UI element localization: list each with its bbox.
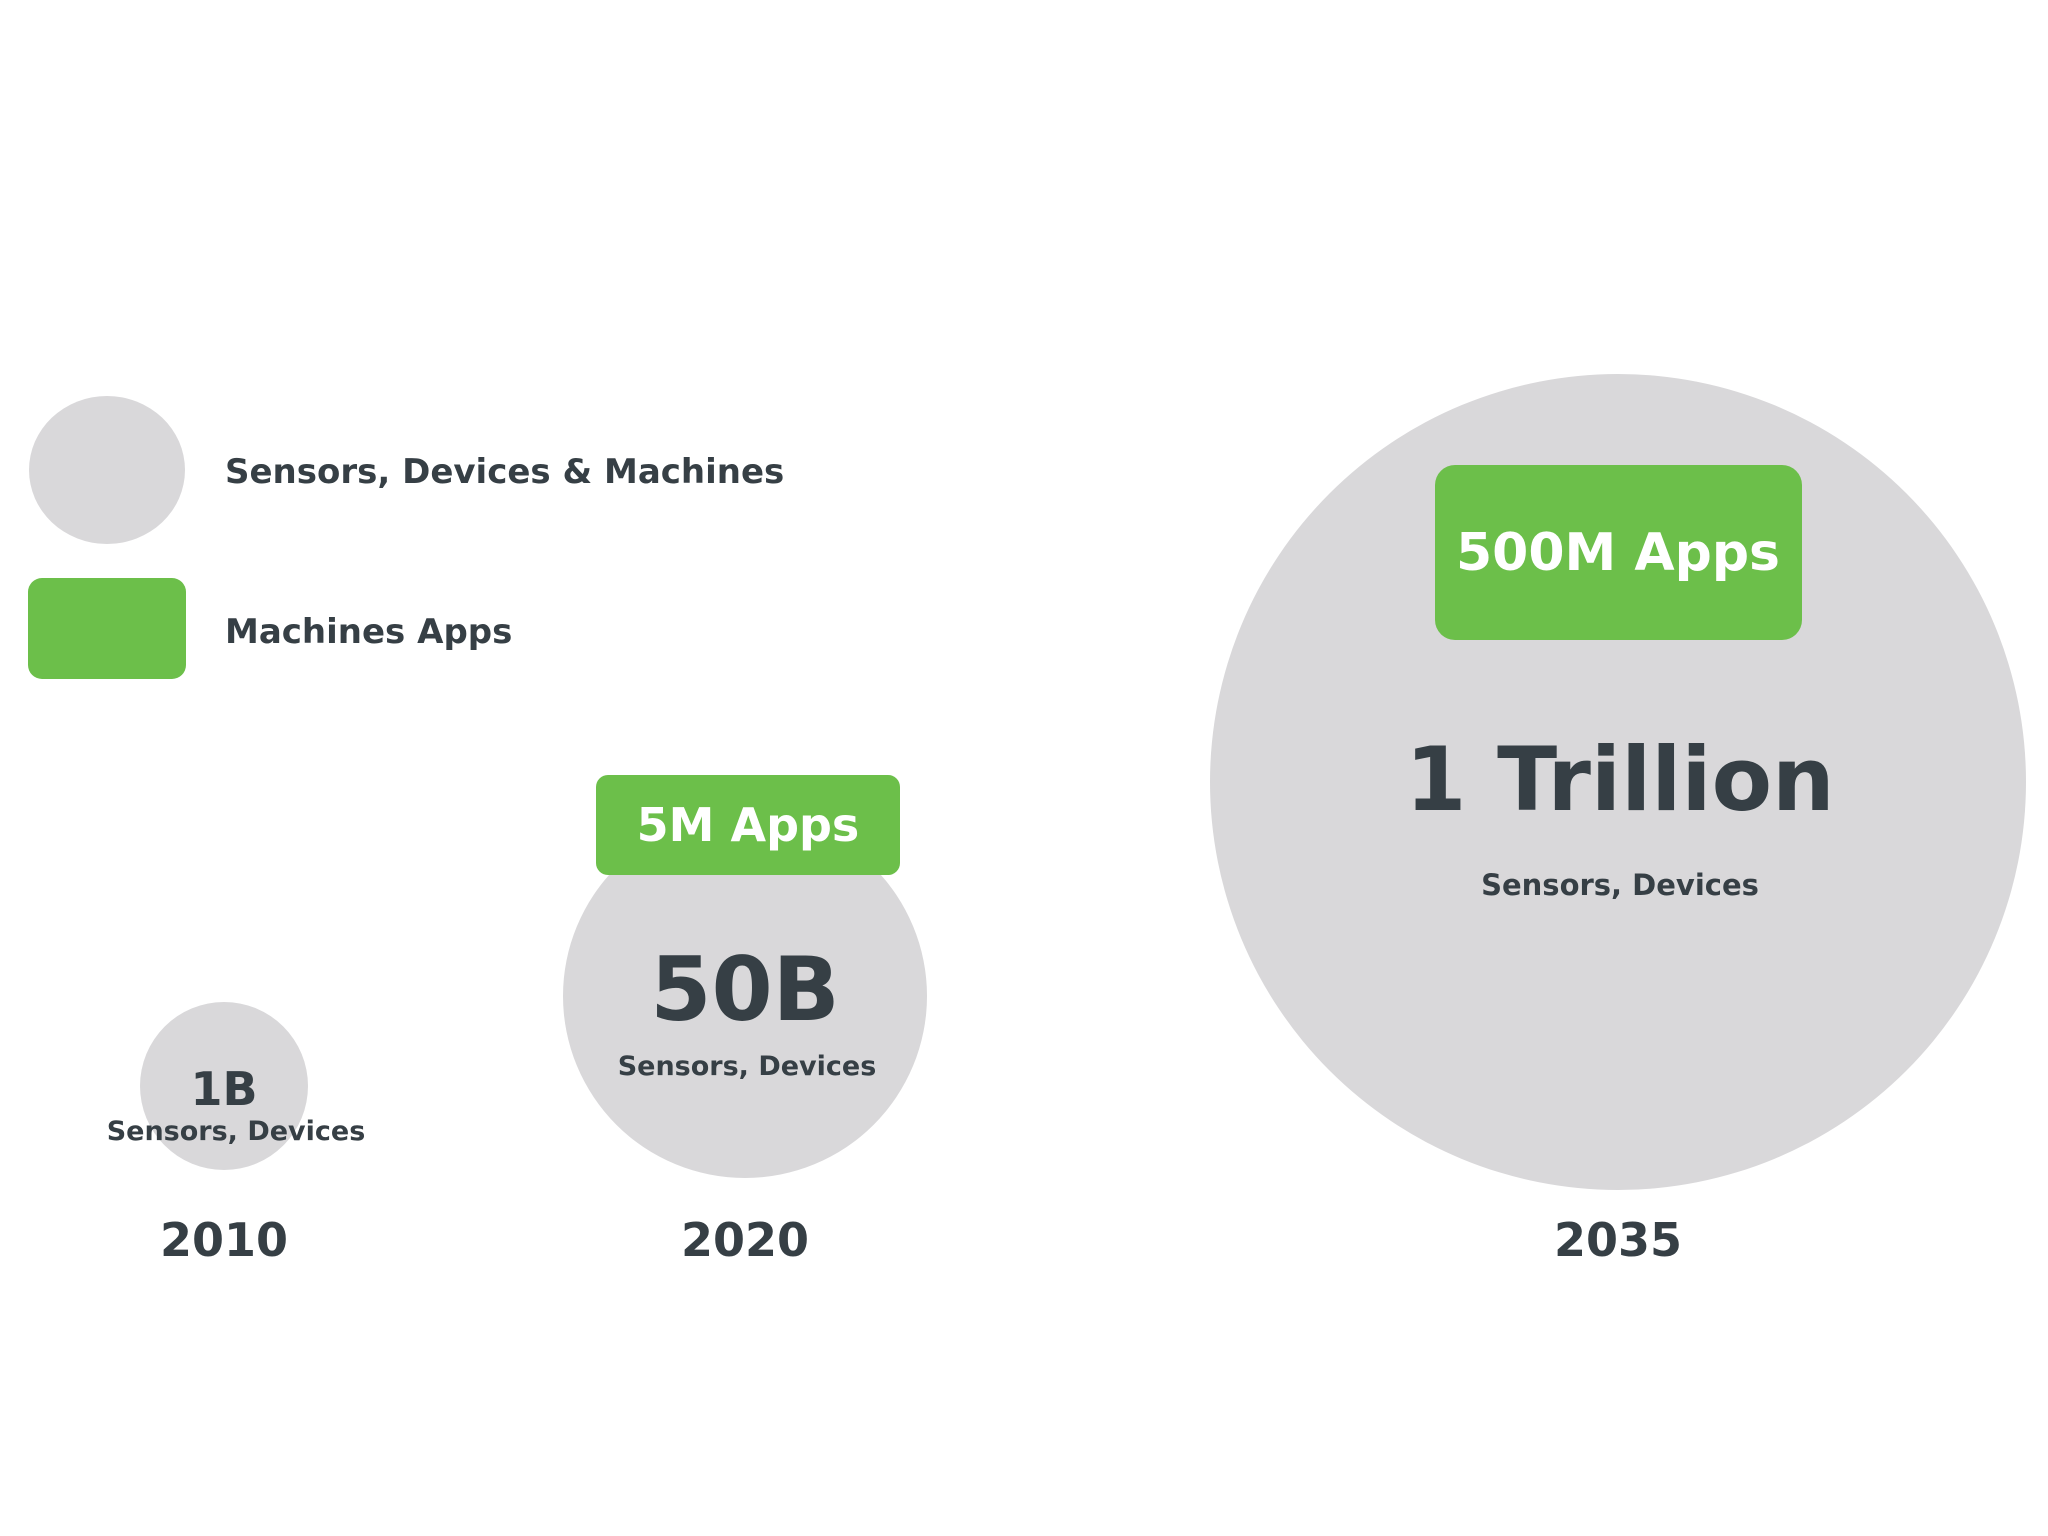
year-label-2035: 2035 xyxy=(1554,1213,1682,1267)
bubble-2010 xyxy=(140,1002,308,1170)
legend-rect-swatch xyxy=(28,578,186,679)
year-label-2010: 2010 xyxy=(160,1213,288,1267)
apps-box-2020 xyxy=(596,775,900,875)
bubble-2020 xyxy=(563,814,927,1178)
bubble-sublabel-2010: Sensors, Devices xyxy=(107,1116,366,1147)
legend: Sensors, Devices & Machines Machines App… xyxy=(28,396,784,679)
bubble-group-2020: 5M Apps 50B Sensors, Devices 2020 xyxy=(563,775,927,1267)
bubble-sublabel-2020: Sensors, Devices xyxy=(618,1051,877,1082)
apps-label-2020: 5M Apps xyxy=(637,798,860,852)
bubble-value-2035: 1 Trillion xyxy=(1405,728,1834,831)
year-label-2020: 2020 xyxy=(681,1213,809,1267)
bubble-value-2020: 50B xyxy=(650,938,840,1041)
bubble-2035 xyxy=(1210,374,2026,1190)
apps-label-2035: 500M Apps xyxy=(1456,523,1780,583)
legend-circle-swatch xyxy=(29,396,185,544)
bubble-group-2010: 1B Sensors, Devices 2010 xyxy=(107,1002,366,1267)
bubble-sublabel-2035: Sensors, Devices xyxy=(1481,868,1759,902)
apps-box-2035 xyxy=(1435,465,1802,640)
bubble-value-2010: 1B xyxy=(190,1062,257,1116)
legend-label-apps: Machines Apps xyxy=(225,612,512,652)
bubble-group-2035: 500M Apps 1 Trillion Sensors, Devices 20… xyxy=(1210,374,2026,1267)
legend-label-devices: Sensors, Devices & Machines xyxy=(225,452,784,492)
